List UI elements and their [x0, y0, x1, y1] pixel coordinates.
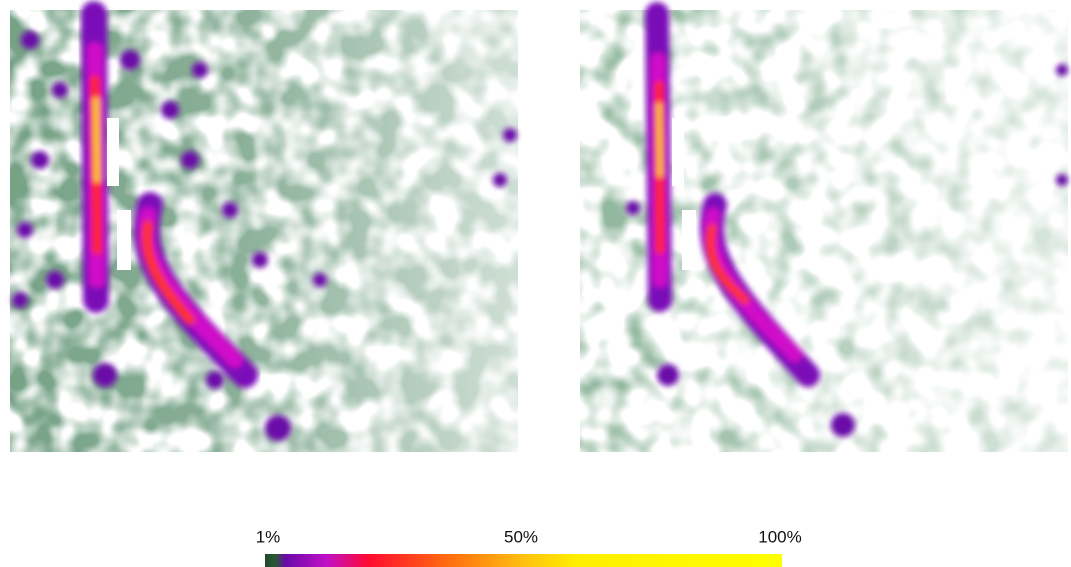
heatmap-right — [580, 10, 1068, 452]
colorbar — [265, 554, 782, 567]
figure: 1% 50% 100% — [0, 0, 1071, 567]
colorbar-label: 100% — [758, 527, 801, 546]
colorbar-label: 50% — [504, 527, 538, 546]
colorbar-label: 1% — [256, 527, 281, 546]
heatmap-left — [10, 10, 518, 452]
